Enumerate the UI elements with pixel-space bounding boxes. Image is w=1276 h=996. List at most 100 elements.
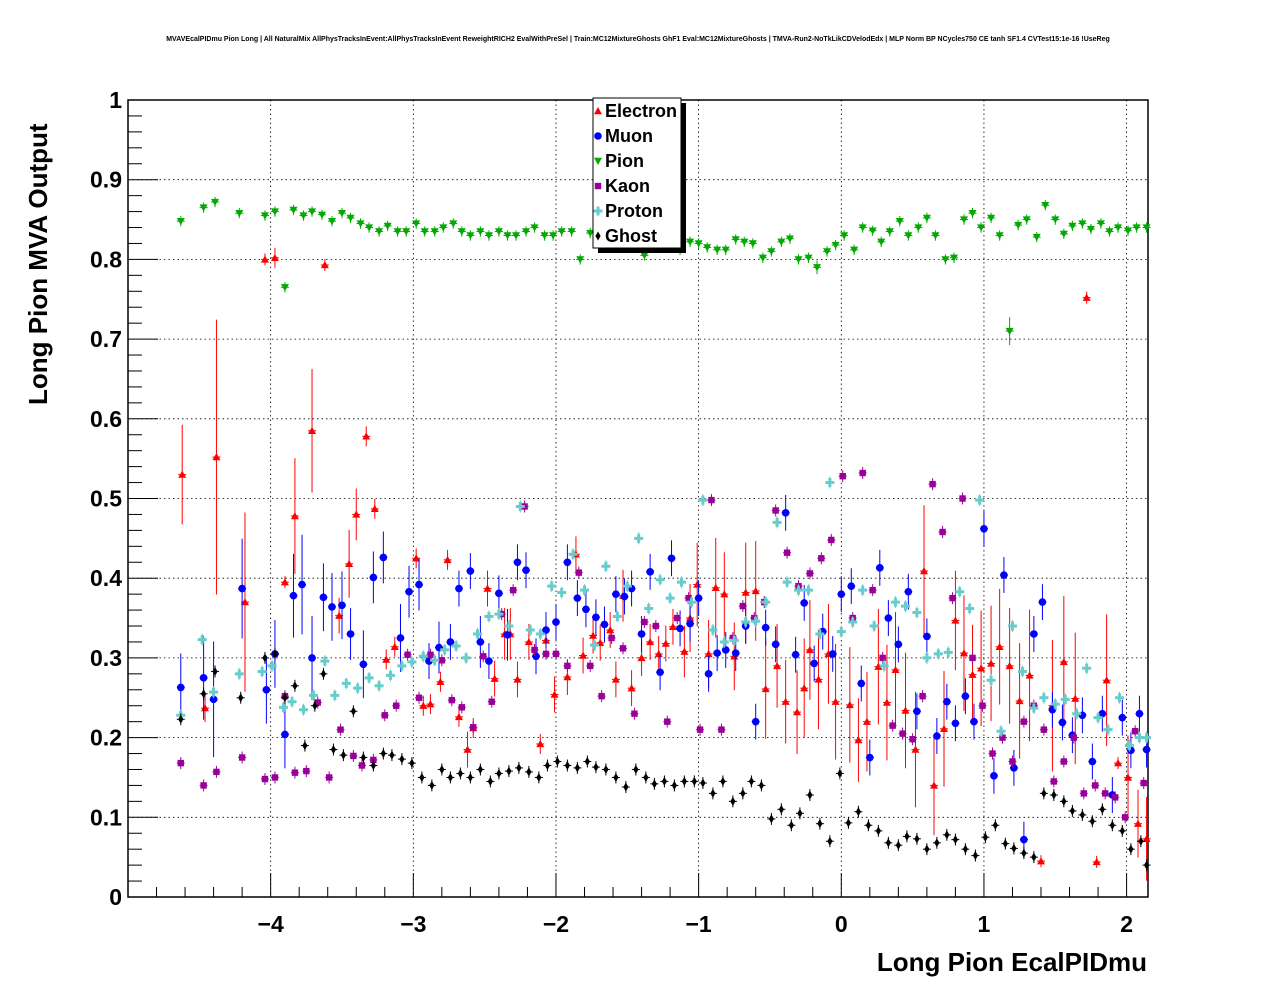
data-point bbox=[1017, 665, 1027, 678]
point-marker bbox=[708, 625, 718, 635]
data-point bbox=[341, 677, 351, 690]
data-point bbox=[490, 660, 499, 697]
point-marker bbox=[713, 246, 722, 254]
point-marker bbox=[536, 772, 542, 782]
point-marker bbox=[646, 568, 654, 576]
data-point bbox=[287, 695, 297, 708]
data-point bbox=[374, 679, 384, 692]
data-point bbox=[782, 576, 792, 589]
point-marker bbox=[668, 622, 677, 631]
data-point bbox=[563, 659, 572, 672]
point-marker bbox=[1020, 718, 1028, 725]
point-marker bbox=[513, 675, 522, 683]
data-point bbox=[1092, 855, 1101, 868]
data-point bbox=[961, 843, 970, 856]
point-marker bbox=[1102, 790, 1109, 797]
data-point bbox=[1093, 711, 1103, 724]
data-point bbox=[619, 642, 628, 655]
point-marker bbox=[415, 694, 423, 701]
data-point bbox=[427, 779, 436, 792]
data-point bbox=[199, 687, 208, 700]
legend-item-kaon: Kaon bbox=[594, 176, 650, 196]
point-marker bbox=[575, 569, 582, 576]
data-point bbox=[912, 832, 921, 845]
point-marker bbox=[1142, 733, 1152, 743]
point-marker bbox=[837, 768, 843, 778]
data-point bbox=[430, 226, 439, 237]
point-marker bbox=[859, 469, 866, 477]
data-point bbox=[1126, 843, 1135, 856]
legend: Electron Muon Pion Kaon Proton Ghost bbox=[592, 97, 686, 253]
legend-label: Kaon bbox=[605, 176, 650, 196]
point-marker bbox=[845, 818, 852, 828]
point-marker bbox=[1071, 694, 1080, 702]
point-marker bbox=[664, 718, 671, 725]
data-point bbox=[787, 819, 796, 832]
point-marker bbox=[1086, 225, 1095, 234]
point-marker bbox=[176, 217, 185, 226]
point-marker bbox=[419, 772, 425, 782]
point-marker bbox=[914, 834, 920, 844]
x-tick-label: 2 bbox=[1120, 911, 1133, 937]
point-marker bbox=[940, 724, 948, 733]
point-marker bbox=[385, 670, 395, 680]
point-marker bbox=[990, 772, 998, 780]
data-point bbox=[568, 548, 578, 561]
data-point bbox=[352, 488, 361, 541]
point-marker bbox=[1002, 839, 1008, 849]
point-marker bbox=[741, 617, 751, 627]
point-marker bbox=[949, 594, 956, 602]
data-point bbox=[894, 626, 903, 663]
point-marker bbox=[234, 669, 244, 679]
data-point bbox=[612, 610, 622, 623]
point-marker bbox=[996, 726, 1006, 736]
point-marker bbox=[740, 788, 746, 798]
data-point bbox=[515, 500, 525, 513]
point-marker bbox=[238, 754, 246, 761]
point-marker bbox=[901, 706, 910, 714]
data-point bbox=[234, 667, 244, 680]
point-marker bbox=[1061, 796, 1067, 806]
point-marker bbox=[781, 509, 790, 517]
data-point bbox=[777, 803, 786, 816]
point-marker bbox=[644, 603, 654, 613]
data-point bbox=[1038, 584, 1047, 621]
data-point bbox=[1132, 222, 1141, 233]
data-point bbox=[978, 699, 987, 712]
point-marker bbox=[598, 692, 605, 700]
point-marker bbox=[382, 655, 391, 663]
data-point bbox=[901, 652, 910, 769]
point-marker bbox=[606, 626, 615, 634]
data-point bbox=[238, 538, 247, 639]
data-point bbox=[650, 777, 659, 790]
data-point bbox=[262, 655, 271, 724]
series-electron bbox=[178, 247, 1151, 881]
data-point bbox=[931, 230, 940, 241]
point-marker bbox=[370, 504, 379, 513]
data-point bbox=[1041, 200, 1050, 211]
data-point bbox=[741, 616, 751, 629]
data-point bbox=[298, 534, 307, 635]
point-marker bbox=[613, 772, 619, 782]
data-point bbox=[357, 759, 366, 772]
point-marker bbox=[199, 204, 208, 212]
point-marker bbox=[637, 630, 646, 638]
data-point bbox=[483, 570, 492, 607]
data-point bbox=[711, 537, 720, 638]
data-point bbox=[280, 576, 289, 589]
point-marker bbox=[418, 651, 428, 661]
data-point bbox=[484, 230, 493, 241]
data-point bbox=[369, 759, 378, 772]
data-point bbox=[1096, 218, 1105, 229]
point-marker bbox=[448, 696, 456, 704]
point-marker bbox=[800, 599, 808, 607]
data-point bbox=[720, 552, 729, 636]
data-point bbox=[1029, 616, 1038, 652]
point-marker bbox=[552, 650, 560, 658]
data-point bbox=[310, 699, 319, 712]
point-marker bbox=[549, 232, 558, 240]
point-marker bbox=[930, 781, 939, 789]
data-point bbox=[1007, 620, 1017, 633]
data-point bbox=[412, 548, 421, 569]
point-marker bbox=[748, 240, 757, 248]
